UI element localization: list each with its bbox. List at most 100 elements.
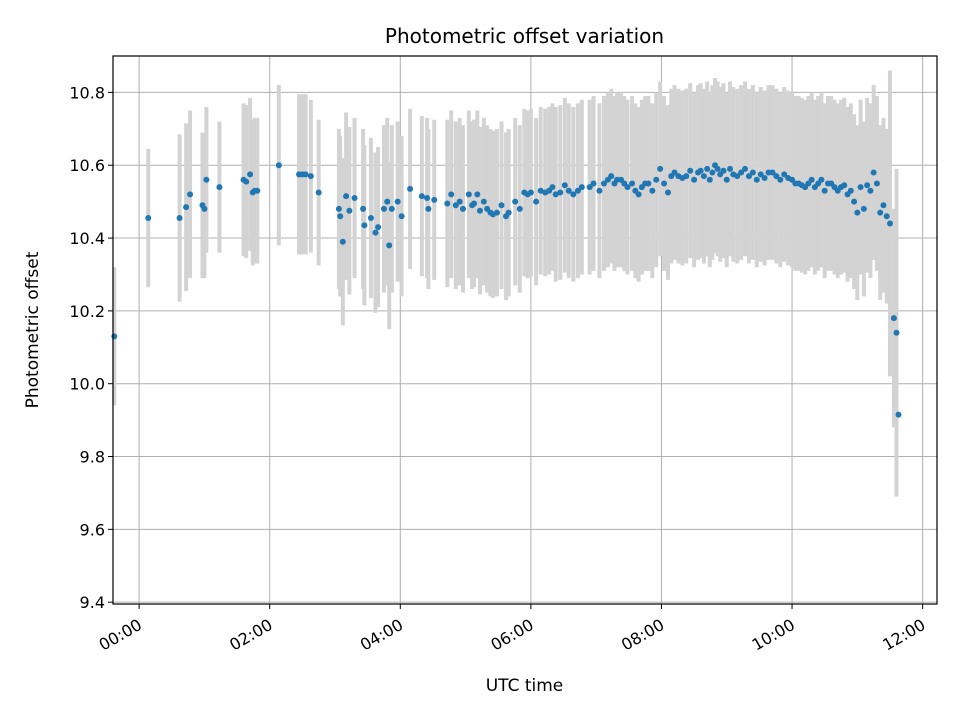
data-point	[883, 213, 890, 220]
data-point	[661, 180, 668, 187]
data-point	[145, 215, 152, 222]
data-point	[635, 191, 642, 198]
y-tick-label: 9.8	[80, 448, 105, 467]
data-point	[351, 195, 358, 202]
data-point	[697, 167, 704, 174]
data-point	[533, 198, 540, 205]
data-point	[749, 169, 756, 176]
data-point	[742, 165, 749, 172]
data-point	[512, 198, 519, 205]
data-point	[570, 191, 577, 198]
data-point	[880, 202, 887, 209]
data-point	[335, 205, 342, 212]
data-point	[727, 165, 734, 172]
x-tick-label: 06:00	[487, 615, 536, 655]
data-point	[734, 173, 741, 180]
data-point	[720, 167, 727, 174]
data-point	[821, 187, 828, 194]
data-point	[424, 195, 431, 202]
data-point	[361, 222, 368, 229]
data-point	[777, 176, 784, 183]
data-point	[407, 185, 414, 192]
data-point	[709, 169, 716, 176]
data-point	[516, 205, 523, 212]
data-point	[649, 187, 656, 194]
y-tick-label: 10.0	[69, 375, 105, 394]
data-point	[664, 189, 671, 196]
data-point	[683, 173, 690, 180]
x-tick-label: 02:00	[226, 615, 275, 655]
data-point	[418, 193, 425, 200]
data-point	[187, 191, 194, 198]
data-point	[552, 191, 559, 198]
data-point	[254, 187, 261, 194]
data-point	[691, 176, 698, 183]
data-point	[176, 215, 183, 222]
data-point	[854, 209, 861, 216]
data-point	[425, 205, 432, 212]
data-point	[111, 333, 118, 340]
y-tick-label: 10.8	[69, 83, 105, 102]
data-point	[671, 169, 678, 176]
data-point	[505, 209, 512, 216]
data-point	[275, 162, 282, 169]
data-point	[360, 205, 367, 212]
data-point	[339, 238, 346, 245]
data-point	[480, 198, 487, 205]
data-point	[723, 176, 730, 183]
data-point	[657, 165, 664, 172]
data-point	[624, 184, 631, 191]
data-point	[860, 205, 867, 212]
data-point	[337, 213, 344, 220]
data-point	[601, 180, 608, 187]
data-point	[893, 329, 900, 336]
data-point	[700, 173, 707, 180]
data-point	[653, 176, 660, 183]
y-tick-label: 9.6	[80, 520, 105, 539]
data-point	[201, 205, 208, 212]
data-point	[781, 171, 788, 178]
data-point	[367, 215, 374, 222]
data-point	[549, 184, 556, 191]
data-point	[456, 198, 463, 205]
data-point	[527, 189, 534, 196]
data-point	[493, 209, 500, 216]
data-point	[687, 167, 694, 174]
x-tick-label: 04:00	[357, 615, 406, 655]
data-point	[857, 184, 864, 191]
y-tick-label: 10.2	[69, 302, 105, 321]
data-point	[388, 205, 395, 212]
data-point	[565, 187, 572, 194]
data-point	[216, 184, 223, 191]
data-point	[738, 169, 745, 176]
data-point	[452, 202, 459, 209]
y-tick-label: 10.4	[69, 229, 105, 248]
data-point	[596, 187, 603, 194]
data-point	[247, 171, 254, 178]
data-point	[841, 182, 848, 189]
data-point	[890, 315, 897, 322]
data-point	[203, 176, 210, 183]
data-point	[870, 169, 877, 176]
data-point	[877, 209, 884, 216]
x-tick-label: 10:00	[749, 615, 798, 655]
x-axis: 00:00 02:00 04:00 06:00 08:00 10:00 12:00	[96, 604, 929, 655]
data-point	[706, 176, 713, 183]
data-point	[243, 178, 250, 185]
data-point	[380, 205, 387, 212]
y-tick-label: 9.4	[80, 593, 105, 612]
plot-area-frame	[112, 55, 938, 605]
data-point	[895, 411, 902, 418]
y-axis: 9.4 9.6 9.8 10.0 10.2 10.4 10.6 10.8	[69, 83, 113, 612]
data-point	[459, 205, 466, 212]
x-tick-label: 00:00	[96, 615, 145, 655]
data-point	[808, 176, 815, 183]
data-point	[346, 207, 353, 214]
data-point	[431, 196, 438, 203]
data-point	[537, 187, 544, 194]
data-point	[629, 180, 636, 187]
data-point	[343, 193, 350, 200]
data-point	[867, 187, 874, 194]
data-point	[386, 242, 393, 249]
